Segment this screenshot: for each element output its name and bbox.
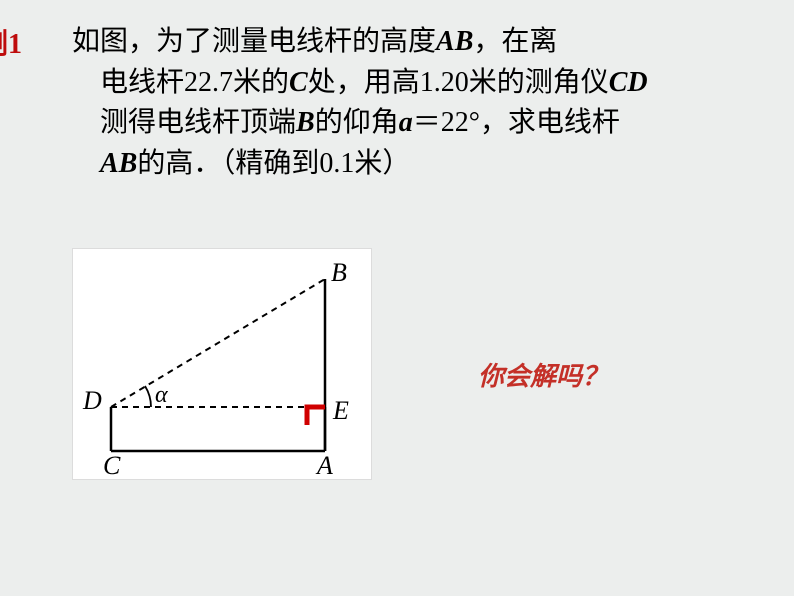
label-D: D xyxy=(82,386,102,415)
label-E: E xyxy=(332,396,349,425)
geometry-figure: B D C A E α xyxy=(72,248,372,480)
line-DB-dashed xyxy=(111,279,325,407)
label-alpha: α xyxy=(155,382,168,408)
problem-block: 例1 如图，为了测量电线杆的高度AB，在离 电线杆22.7米的C处，用高1.20… xyxy=(40,22,754,184)
label-C: C xyxy=(103,451,121,480)
angle-arc xyxy=(145,386,151,407)
right-angle-marker xyxy=(307,407,325,425)
problem-content: 例1 如图，为了测量电线杆的高度AB，在离 电线杆22.7米的C处，用高1.20… xyxy=(0,0,794,184)
figure-svg: B D C A E α xyxy=(73,249,373,481)
problem-line-3: 测得电线杆顶端B的仰角a＝22°，求电线杆 xyxy=(100,107,620,138)
problem-line-2: 电线杆22.7米的C处，用高1.20米的测角仪CD xyxy=(100,67,648,98)
problem-line-4: AB的高．（精确到0.1米） xyxy=(100,148,410,179)
label-A: A xyxy=(315,451,333,480)
problem-line-1: 如图，为了测量电线杆的高度AB，在离 xyxy=(44,26,557,57)
hint-text: 你会解吗？ xyxy=(478,356,608,393)
label-B: B xyxy=(331,258,347,287)
